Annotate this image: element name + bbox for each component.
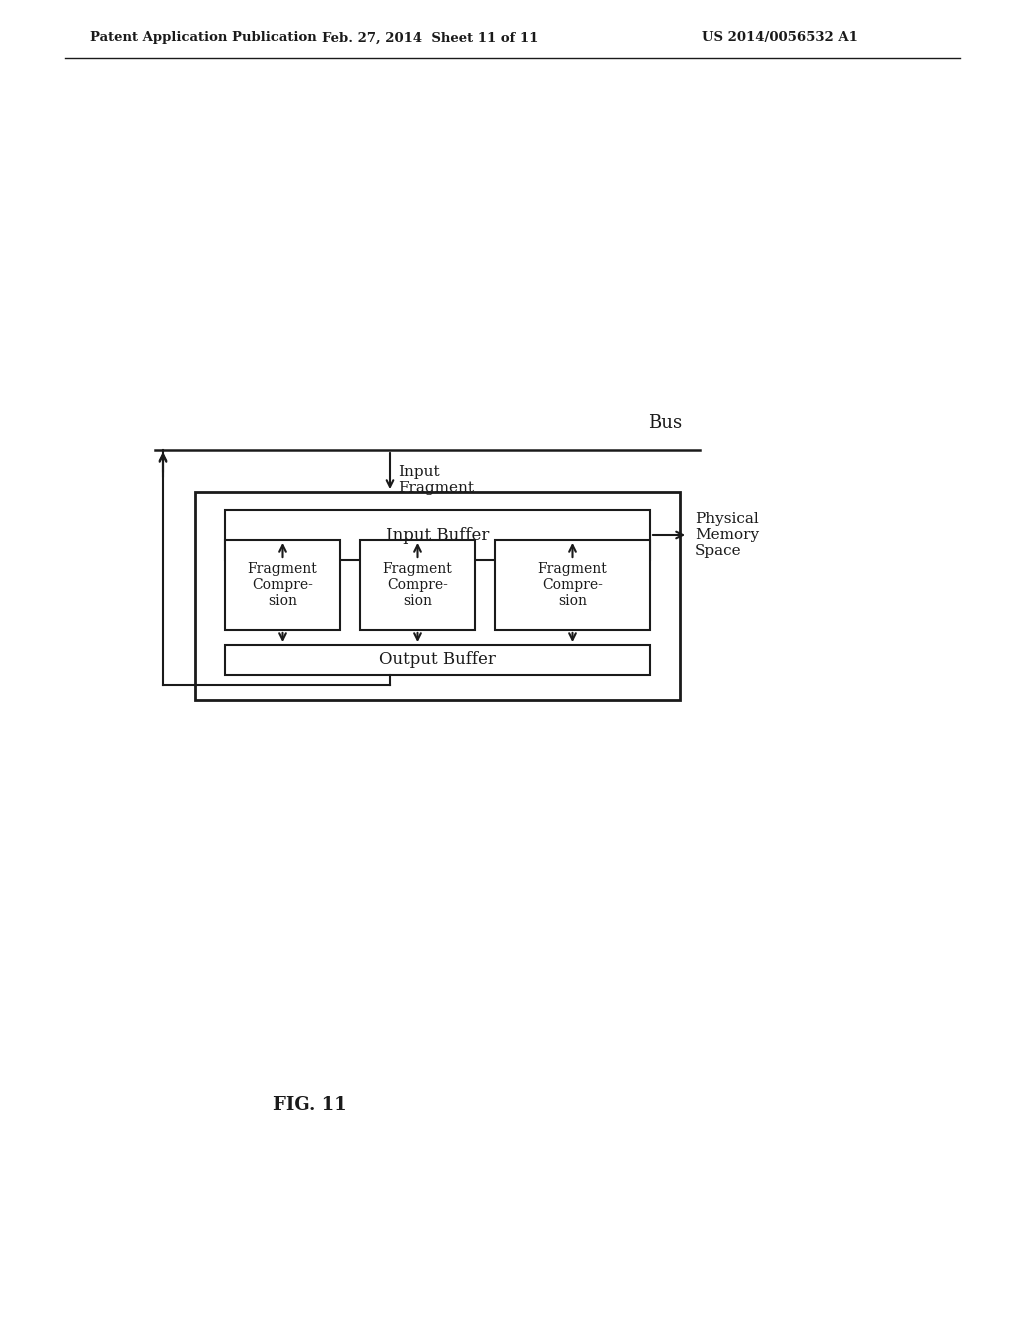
Text: FIG. 11: FIG. 11: [273, 1096, 347, 1114]
Text: Fragment
Compre-
sion: Fragment Compre- sion: [538, 562, 607, 609]
Text: Output Buffer: Output Buffer: [379, 652, 496, 668]
Text: Fragment
Compre-
sion: Fragment Compre- sion: [383, 562, 453, 609]
Bar: [225, 645, 650, 675]
Bar: [360, 540, 475, 630]
Text: Input
Fragment: Input Fragment: [398, 465, 474, 495]
Bar: [195, 492, 680, 700]
Text: Patent Application Publication: Patent Application Publication: [90, 32, 316, 45]
Text: Input Buffer: Input Buffer: [386, 527, 489, 544]
Text: US 2014/0056532 A1: US 2014/0056532 A1: [702, 32, 858, 45]
Bar: [495, 540, 650, 630]
Text: Physical
Memory
Space: Physical Memory Space: [695, 512, 759, 558]
Text: Fragment
Compre-
sion: Fragment Compre- sion: [248, 562, 317, 609]
Bar: [225, 540, 340, 630]
Text: Bus: Bus: [648, 414, 682, 432]
Text: Feb. 27, 2014  Sheet 11 of 11: Feb. 27, 2014 Sheet 11 of 11: [322, 32, 539, 45]
Bar: [225, 510, 650, 560]
